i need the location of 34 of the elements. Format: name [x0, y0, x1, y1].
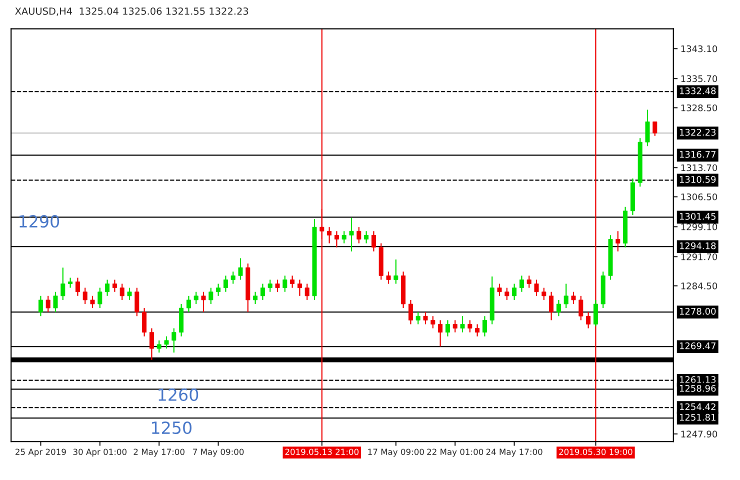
y-tick-label: 1299.10 [681, 223, 718, 230]
ref-line-label: 1269.47 [680, 342, 716, 350]
y-tick-label: 1247.90 [681, 430, 718, 438]
ref-line-label: 1251.81 [680, 414, 716, 421]
ref-line-label: 1294.18 [680, 242, 716, 250]
y-tick-label: 1313.70 [681, 164, 718, 172]
chart-title: XAUUSD,H4 1325.04 1325.06 1321.55 1322.23 [15, 7, 248, 16]
x-tick-label: 17 May 09:00 [368, 448, 424, 457]
x-tick-label: 25 Apr 2019 [16, 448, 66, 457]
y-tick-label: 1306.50 [681, 193, 718, 200]
annotation: 1260 [158, 388, 198, 402]
y-tick-label: 1328.50 [681, 104, 718, 112]
x-tick-label: 2 May 17:00 [134, 448, 184, 457]
x-tick-label: 30 Apr 01:00 [73, 448, 127, 457]
ref-line-label: 1258.96 [680, 384, 716, 392]
ref-line-label: 1301.45 [680, 212, 716, 220]
annotation: 1290 [20, 215, 60, 228]
x-tick-label: 2019.05.30 19:00 [559, 448, 632, 455]
x-tick-label: 2019.05.13 21:00 [285, 448, 359, 455]
y-tick-label: 1343.10 [681, 45, 718, 52]
ref-line-label: 1322.23 [680, 128, 716, 136]
ref-line-label: 1310.59 [680, 176, 716, 183]
y-tick-label: 1291.70 [681, 253, 718, 260]
x-tick-label: 22 May 01:00 [427, 448, 484, 457]
y-tick-label: 1335.70 [681, 75, 718, 82]
ref-line-label: 1261.13 [680, 376, 716, 383]
x-tick-label: 7 May 09:00 [193, 448, 244, 457]
ref-line-label: 1332.48 [680, 87, 716, 94]
ref-line-label: 1316.77 [680, 150, 716, 158]
ref-line-label: 1254.42 [680, 403, 716, 410]
ref-line-label: 1278.00 [680, 308, 716, 315]
y-tick-label: 1284.50 [681, 282, 718, 290]
x-tick-label: 24 May 17:00 [486, 448, 542, 457]
annotation: 1250 [152, 421, 192, 434]
